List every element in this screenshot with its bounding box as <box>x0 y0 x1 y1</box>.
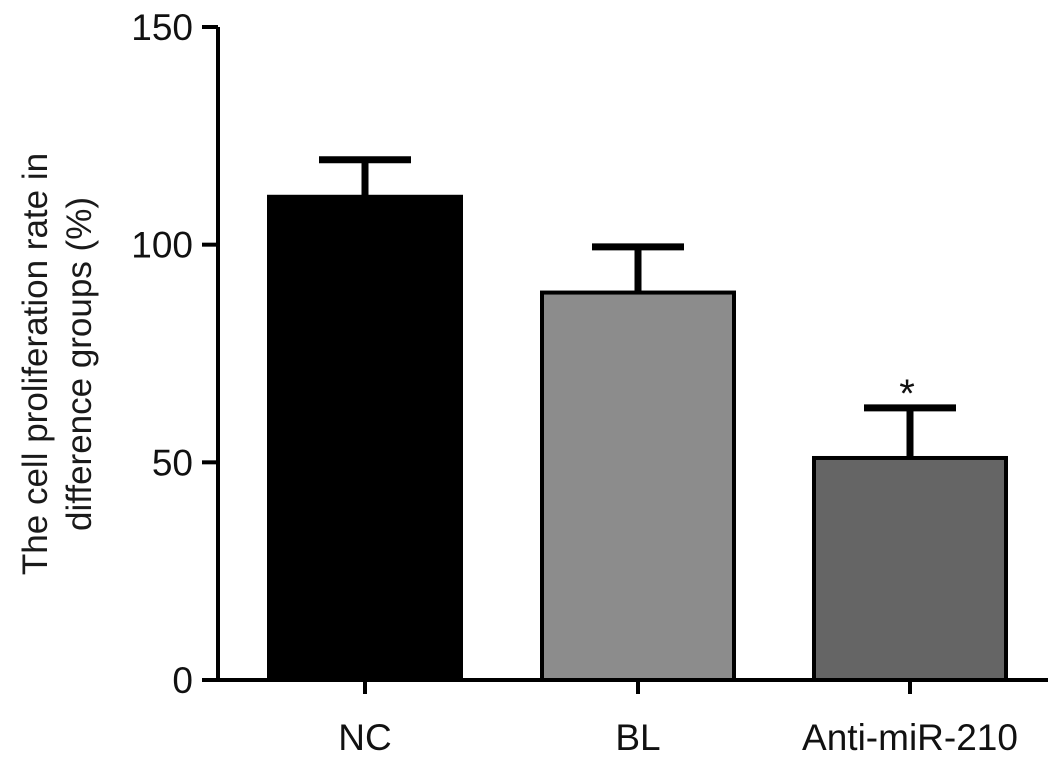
y-axis-title-line-2: difference groups (%) <box>60 197 99 531</box>
error-bars-group <box>319 156 956 458</box>
y-axis-title: The cell proliferation rate in differenc… <box>16 153 99 575</box>
y-tick-label-3: 100 <box>131 225 193 266</box>
x-ticks-group: NC BL Anti-miR-210 <box>338 680 1018 758</box>
annotations-group: * <box>899 372 915 416</box>
y-axis-title-line-1: The cell proliferation rate in <box>16 153 55 575</box>
y-ticks-group: 0 50 100 150 <box>131 7 218 701</box>
x-tick-label-3: Anti-miR-210 <box>802 717 1018 758</box>
y-tick-label-1: 0 <box>172 660 193 701</box>
y-tick-label-2: 50 <box>152 442 193 483</box>
significance-marker-3: * <box>899 372 915 416</box>
x-tick-label-2: BL <box>615 717 660 758</box>
bar-3 <box>812 455 1008 683</box>
x-tick-label-1: NC <box>338 717 391 758</box>
bar-2 <box>540 290 736 682</box>
bar-1 <box>267 194 463 682</box>
y-tick-label-4: 150 <box>131 7 193 48</box>
